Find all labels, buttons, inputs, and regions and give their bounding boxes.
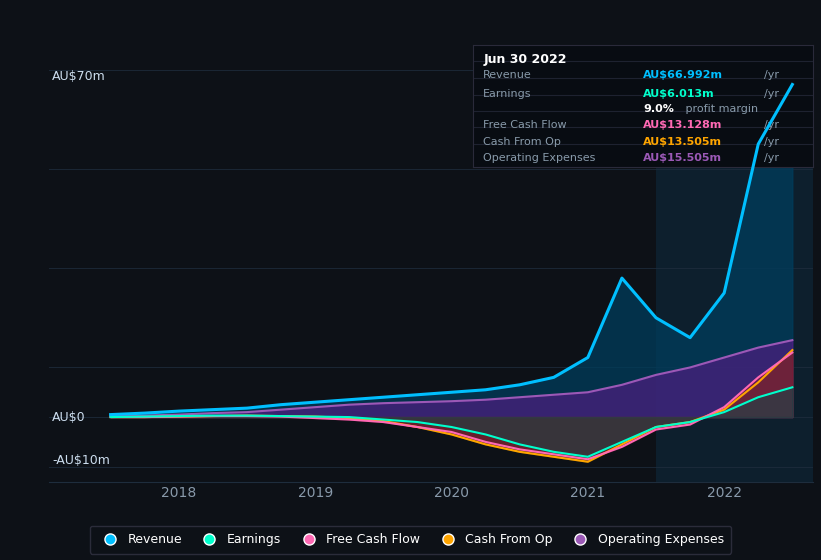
Legend: Revenue, Earnings, Free Cash Flow, Cash From Op, Operating Expenses: Revenue, Earnings, Free Cash Flow, Cash … (89, 526, 732, 554)
Text: -AU$10m: -AU$10m (52, 454, 110, 466)
Bar (656, 45, 813, 482)
Text: AU$70m: AU$70m (52, 69, 106, 83)
Text: AU$0: AU$0 (52, 410, 85, 423)
